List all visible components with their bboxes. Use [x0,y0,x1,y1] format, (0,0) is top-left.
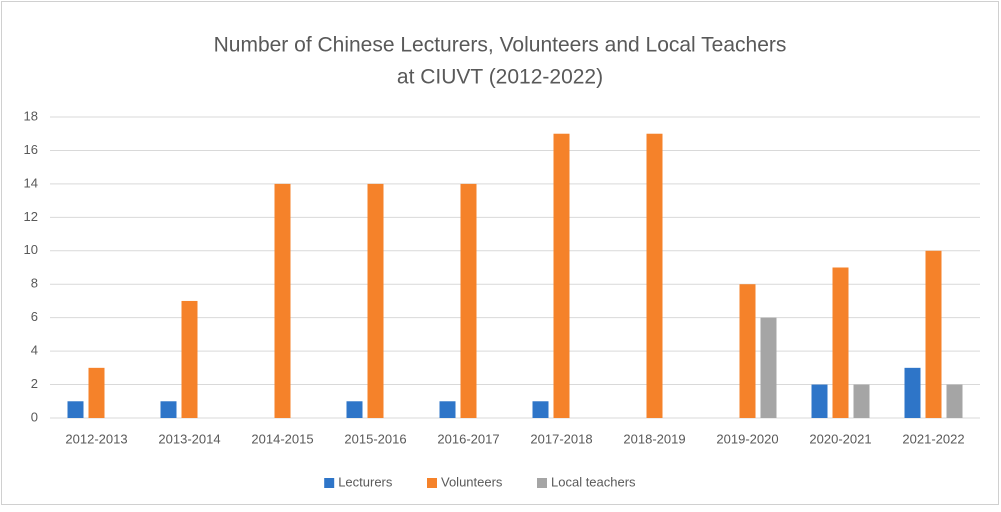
chart-title: Number of Chinese Lecturers, Volunteers … [214,34,787,57]
y-tick-label: 12 [24,209,38,224]
x-tick-label: 2014-2015 [251,431,313,446]
x-tick-label: 2017-2018 [530,431,592,446]
y-tick-label: 6 [31,309,38,324]
y-tick-label: 14 [24,175,38,190]
bar [181,300,198,418]
x-tick-label: 2020-2021 [809,431,871,446]
bar [367,183,384,418]
bar [274,183,291,418]
legend-label: Volunteers [441,474,503,489]
legend-label: Local teachers [551,474,636,489]
bar [346,401,363,418]
bar [460,183,477,418]
x-tick-label: 2021-2022 [902,431,964,446]
bar [739,284,756,418]
y-tick-label: 2 [31,376,38,391]
x-tick-label: 2013-2014 [158,431,220,446]
bar [811,384,828,418]
bar [532,401,549,418]
legend-label: Lecturers [338,474,393,489]
bar [439,401,456,418]
x-tick-label: 2019-2020 [716,431,778,446]
y-tick-label: 10 [24,242,38,257]
bar [904,367,921,418]
bar [853,384,870,418]
bar [67,401,84,418]
bar [832,267,849,418]
chart-title: at CIUVT (2012-2022) [397,66,603,89]
y-tick-label: 8 [31,276,38,291]
x-tick-label: 2015-2016 [344,431,406,446]
x-tick-label: 2016-2017 [437,431,499,446]
x-tick-label: 2012-2013 [65,431,127,446]
y-tick-label: 16 [24,142,38,157]
bar [553,133,570,418]
bar [925,250,942,418]
bar [88,367,105,418]
legend-swatch [427,478,437,488]
x-tick-label: 2018-2019 [623,431,685,446]
bar [760,317,777,418]
bar [160,401,177,418]
bar [646,133,663,418]
y-tick-label: 0 [31,409,38,424]
y-tick-label: 18 [24,108,38,123]
legend-swatch [537,478,547,488]
y-tick-label: 4 [31,343,38,358]
legend-swatch [324,478,335,488]
bar [946,384,963,418]
